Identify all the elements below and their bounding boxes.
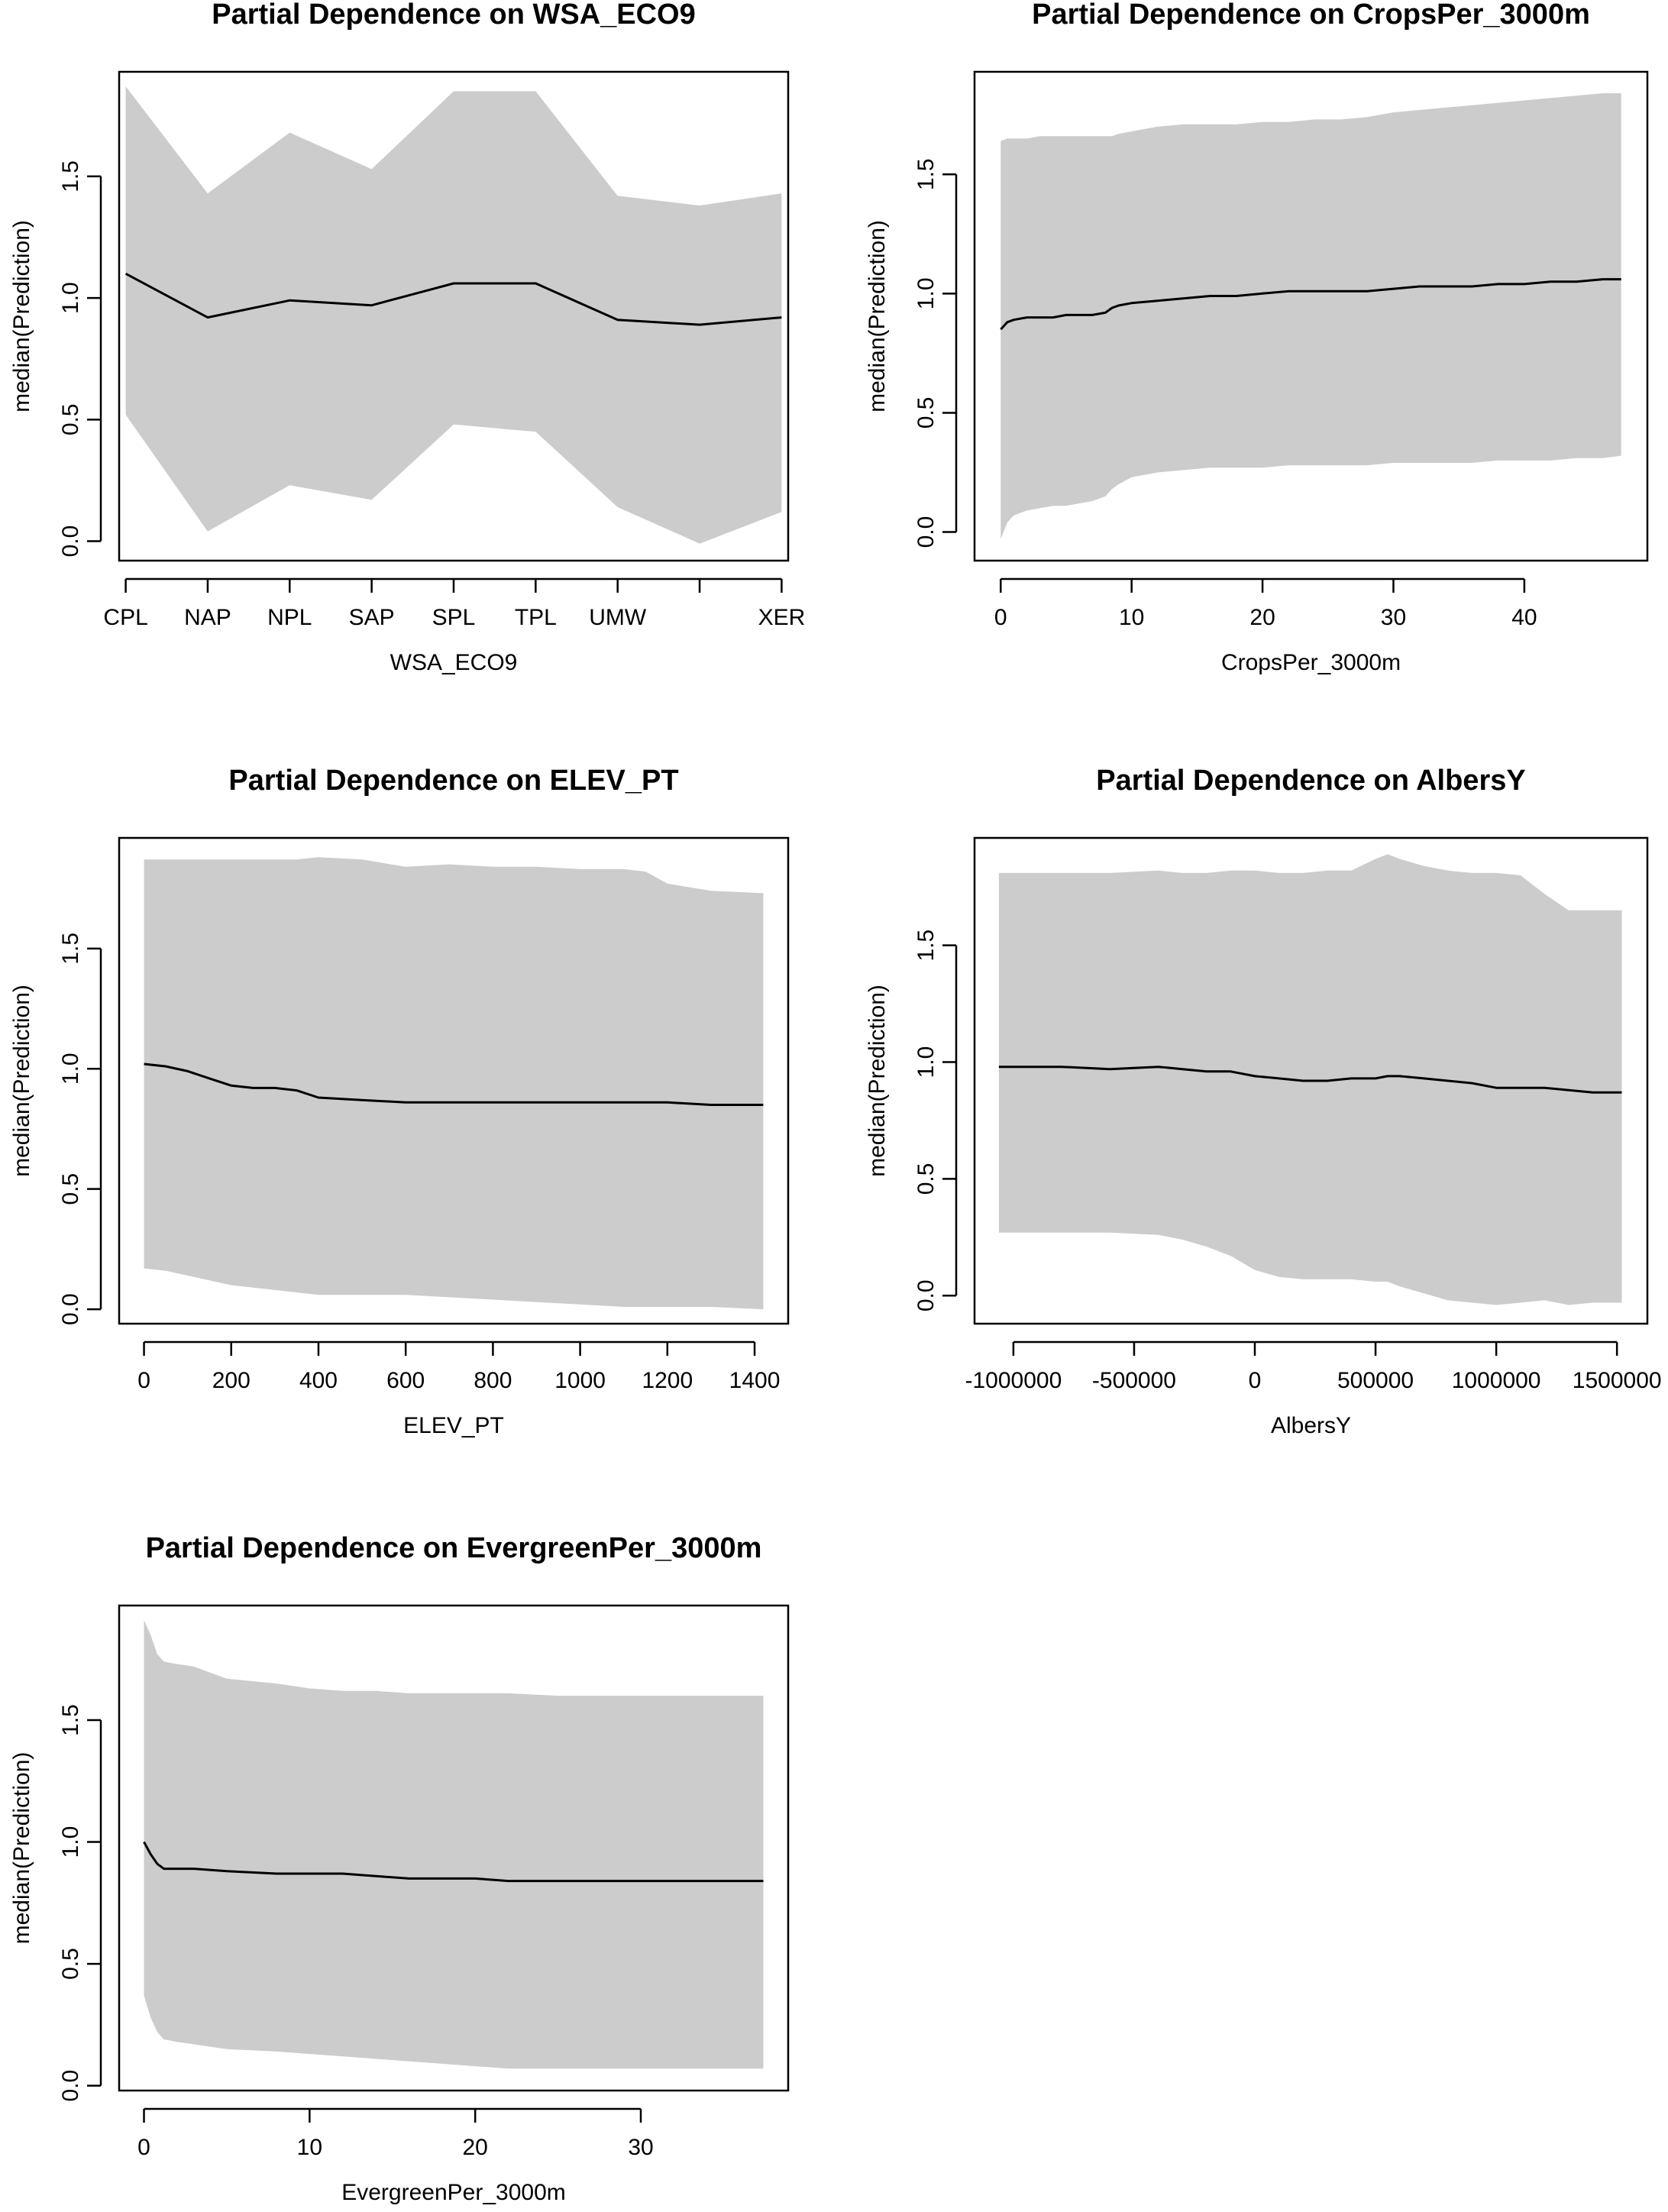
- y-tick-label: 1.5: [913, 930, 939, 962]
- plot-frame: [118, 836, 790, 1325]
- y-axis-label: median(Prediction): [9, 985, 34, 1177]
- chart-title: Partial Dependence on ELEV_PT: [228, 765, 678, 797]
- x-tick-label: TPL: [515, 605, 557, 630]
- x-tick-label: 20: [463, 2135, 488, 2160]
- y-tick-label: 1.0: [58, 1826, 83, 1858]
- x-axis-label: WSA_ECO9: [390, 650, 518, 675]
- x-axis-label: ELEV_PT: [403, 1413, 504, 1438]
- chart-panel-5: 0 10 20 30 0.0 0.5 1.0 1.5 Partial Dependence on…: [9, 1532, 790, 2205]
- x-tick-label: 40: [1511, 605, 1537, 630]
- chart-title: Partial Dependence on CropsPer_3000m: [1032, 0, 1590, 31]
- x-tick-label: 0: [1249, 1368, 1262, 1393]
- x-tick-label: 10: [1119, 605, 1144, 630]
- y-tick-label: 1.0: [913, 1046, 939, 1079]
- y-tick-label: 1.5: [58, 1704, 83, 1736]
- y-tick-label: 1.0: [58, 282, 83, 314]
- y-axis-label: median(Prediction): [9, 1752, 34, 1945]
- x-tick-label: 0: [137, 2135, 150, 2160]
- x-tick-label: -500000: [1092, 1368, 1176, 1393]
- x-tick-label: 0: [994, 605, 1007, 630]
- chart-panel-1: CPL NAP NPL SAP SPL TPL UMW XER 0.0 0.5 1.0 1.5 Part…: [9, 0, 805, 675]
- y-tick-label: 0.5: [58, 403, 83, 435]
- y-axis-label: median(Prediction): [9, 220, 34, 412]
- y-tick-label: 0.5: [913, 1163, 939, 1195]
- x-tick-label: 10: [297, 2135, 322, 2160]
- chart-panel-4: -1000000 -500000 0 500000 1000000 1500000 0.0 0…: [865, 765, 1662, 1438]
- y-tick-label: 0.5: [913, 397, 939, 429]
- median-line: [143, 1841, 764, 1883]
- confidence-band: [144, 857, 764, 1310]
- median-line: [998, 1066, 1622, 1094]
- x-tick-label: 1000000: [1452, 1368, 1541, 1393]
- x-tick-label: SAP: [349, 605, 395, 630]
- chart-title: Partial Dependence on AlbersY: [1096, 765, 1525, 797]
- x-tick-label: UMW: [589, 605, 647, 630]
- y-tick-label: 0.0: [58, 1293, 83, 1325]
- x-tick-label: 400: [299, 1368, 338, 1393]
- confidence-band: [144, 1620, 764, 2069]
- x-tick-label: 500000: [1337, 1368, 1414, 1393]
- y-tick-label: 1.5: [913, 158, 939, 190]
- x-tick-label: 1000: [554, 1368, 606, 1393]
- x-tick-label: SPL: [432, 605, 476, 630]
- x-tick-label: 600: [386, 1368, 425, 1393]
- x-tick-label: 30: [1381, 605, 1406, 630]
- chart-title: Partial Dependence on EvergreenPer_3000m: [146, 1532, 762, 1564]
- x-tick-label: XER: [758, 605, 806, 630]
- y-tick-label: 0.5: [58, 1173, 83, 1205]
- y-tick-label: 1.0: [913, 277, 939, 309]
- y-tick-label: 0.0: [913, 516, 939, 548]
- y-axis-label: median(Prediction): [865, 220, 890, 412]
- y-tick-label: 1.0: [58, 1053, 83, 1085]
- x-axis-label: CropsPer_3000m: [1221, 650, 1401, 675]
- x-tick-label: NAP: [184, 605, 231, 630]
- chart-panel-3: 0 200 400 600 800 1000 1200 1400 0.0 0.5 1.0 1.5 Par…: [9, 765, 790, 1438]
- median-line: [144, 1062, 764, 1106]
- median-line: [1000, 278, 1621, 331]
- plot-frame: [973, 70, 1649, 562]
- x-tick-label: CPL: [103, 605, 147, 630]
- confidence-band: [125, 86, 782, 544]
- x-tick-label: 30: [628, 2135, 653, 2160]
- x-axis-label: AlbersY: [1271, 1413, 1351, 1438]
- confidence-band: [998, 854, 1622, 1305]
- plot-frame: [118, 70, 790, 562]
- x-tick-label: 0: [137, 1368, 150, 1393]
- plot-frame: [118, 1604, 790, 2092]
- x-tick-label: 1200: [642, 1368, 693, 1393]
- x-tick-label: 1400: [729, 1368, 781, 1393]
- x-axis-label: EvergreenPer_3000m: [341, 2180, 566, 2205]
- y-axis-label: median(Prediction): [865, 985, 890, 1177]
- y-tick-label: 0.5: [58, 1948, 83, 1980]
- y-tick-label: 0.0: [58, 2070, 83, 2102]
- x-tick-label: NPL: [267, 605, 312, 630]
- y-tick-label: 1.5: [58, 933, 83, 965]
- chart-panel-2: 0 10 20 30 40 0.0 0.5 1.0 1.5 Partial Dependence …: [865, 0, 1649, 675]
- y-tick-label: 0.0: [58, 526, 83, 558]
- y-tick-label: 0.0: [913, 1279, 939, 1311]
- plot-frame: [973, 836, 1649, 1325]
- chart-title: Partial Dependence on WSA_ECO9: [212, 0, 696, 31]
- x-tick-label: 1500000: [1573, 1368, 1662, 1393]
- y-tick-label: 1.5: [58, 160, 83, 192]
- median-line: [124, 272, 782, 326]
- confidence-band: [1000, 93, 1621, 539]
- x-tick-label: -1000000: [965, 1368, 1062, 1393]
- x-tick-label: 20: [1249, 605, 1275, 630]
- x-tick-label: 200: [212, 1368, 251, 1393]
- x-tick-label: 800: [474, 1368, 512, 1393]
